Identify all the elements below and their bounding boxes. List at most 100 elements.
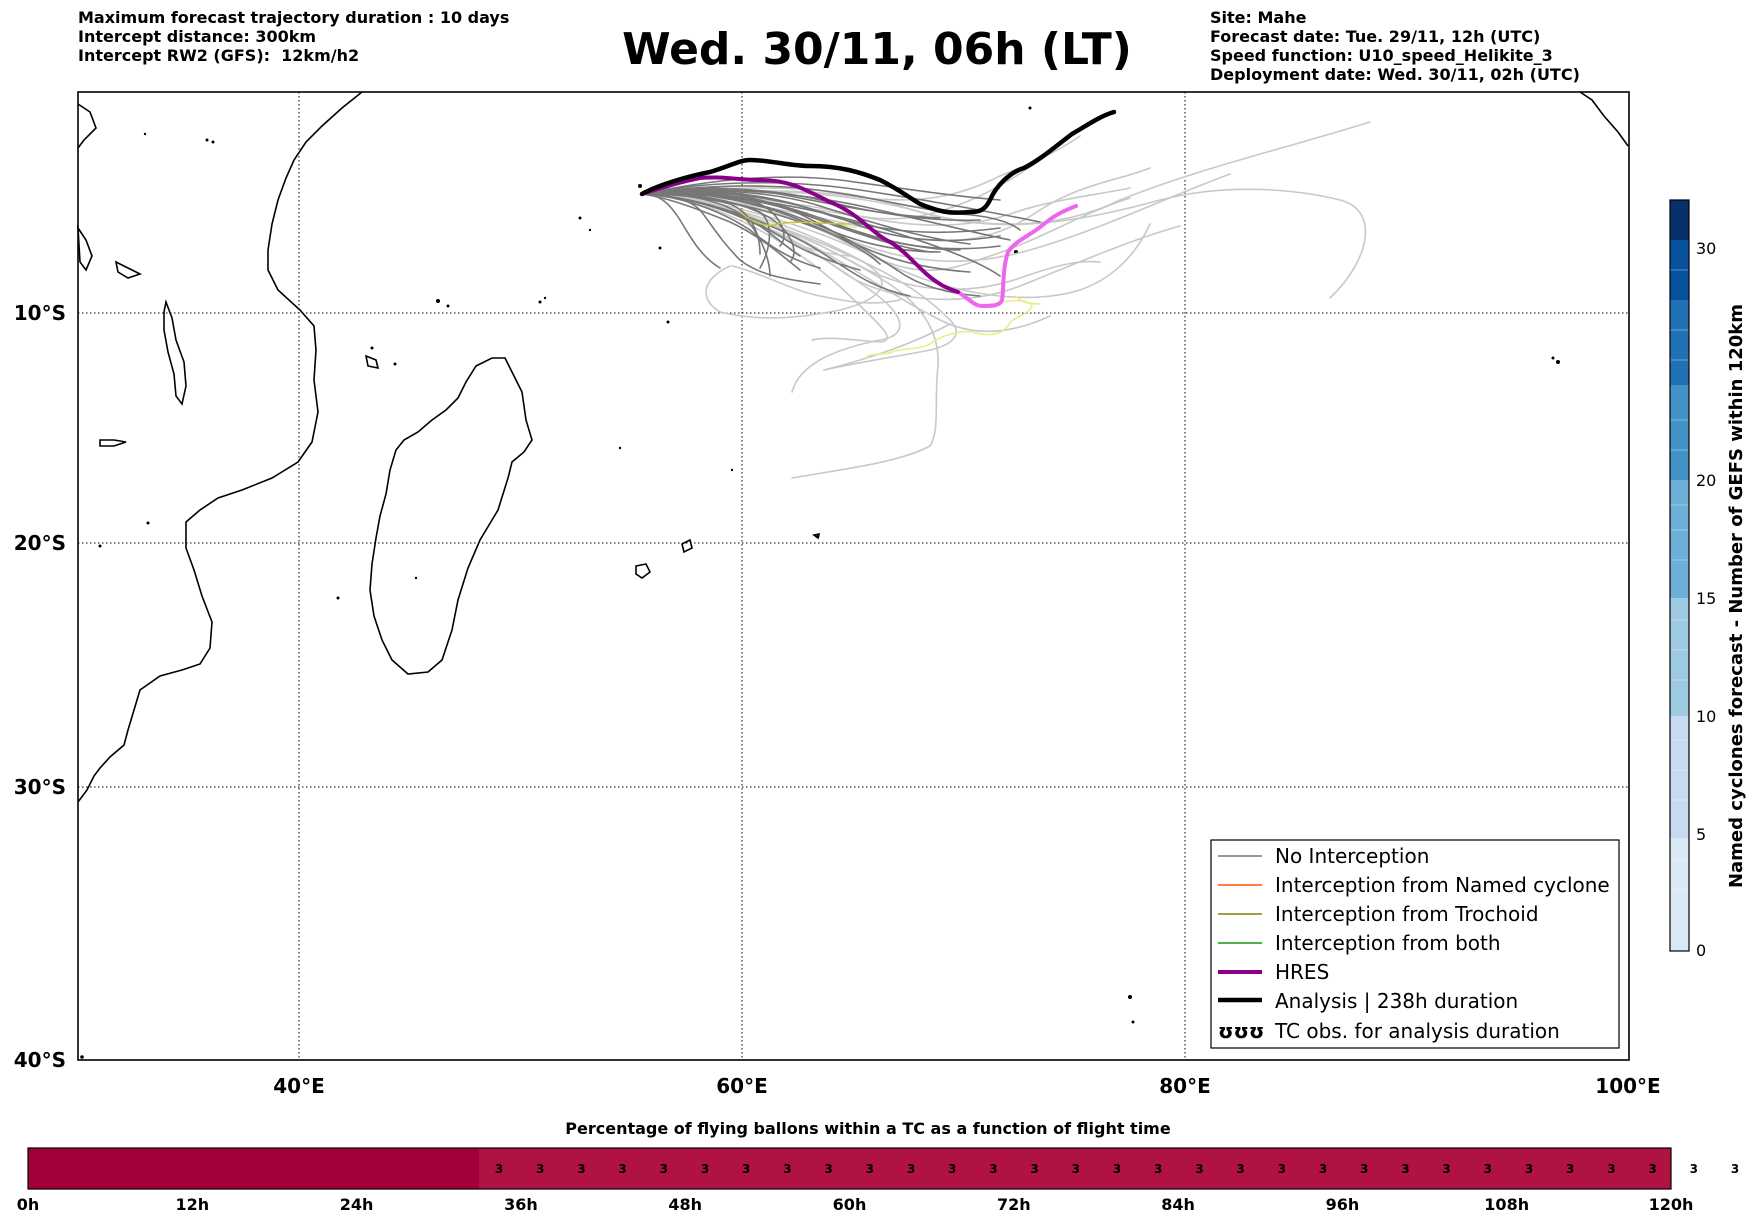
percentage-tick-labels: 0h 12h 24h 36h 48h 60h 72h 84h 96h 108h 120h — [17, 1195, 1694, 1214]
colorbar-tick-5: 5 — [1696, 825, 1706, 844]
trajectories — [639, 109, 1371, 479]
percentage-cell-value: 3 — [742, 1162, 750, 1176]
percentage-cell-value: 3 — [1236, 1162, 1244, 1176]
percentage-bar-empty — [28, 1148, 479, 1189]
percentage-cell-value: 3 — [783, 1162, 791, 1176]
percentage-tick-label: 24h — [340, 1195, 374, 1214]
percentage-cell-value: 3 — [618, 1162, 626, 1176]
percentage-tick-label: 0h — [17, 1195, 40, 1214]
percentage-tick-label: 60h — [833, 1195, 867, 1214]
legend-label-trochoid: Interception from Trochoid — [1275, 902, 1539, 926]
percentage-cell-value: 3 — [1442, 1162, 1450, 1176]
colorbar-tick-30: 30 — [1696, 239, 1716, 258]
percentage-tick-label: 48h — [668, 1195, 702, 1214]
percentage-cell-value: 3 — [866, 1162, 874, 1176]
legend-swatch-tc-obs: ʊʊʊ — [1218, 1019, 1264, 1043]
percentage-cell-value: 3 — [1731, 1162, 1739, 1176]
colorbar-seg-7 — [1670, 240, 1689, 300]
trochoid-interception-trajectory — [739, 211, 851, 226]
colorbar-label: Named cyclones forecast - Number of GEFS… — [1726, 304, 1747, 888]
map-panel: ʊʊʊ No Interception Interception from Na… — [77, 91, 1630, 1061]
hres-light-trajectory — [956, 204, 1078, 308]
arabian-coast — [1579, 91, 1629, 147]
lake-malawi — [99, 439, 127, 447]
percentage-tick-label: 12h — [175, 1195, 209, 1214]
percentage-cell-value: 3 — [1648, 1162, 1656, 1176]
percentage-cell-values: 333333333333333333333333333333333 — [495, 1162, 1739, 1176]
lake-turkana — [77, 225, 93, 272]
colorbar-seg-4 — [1670, 480, 1689, 598]
colorbar-seg-2 — [1670, 716, 1689, 838]
legend-label-named-cyclone: Interception from Named cyclone — [1275, 873, 1610, 897]
analysis-trajectory — [639, 109, 1117, 215]
colorbar-tick-0: 0 — [1696, 941, 1706, 960]
lon-label-40e: 40°E — [273, 1074, 325, 1098]
percentage-cell-value: 3 — [1525, 1162, 1533, 1176]
percentage-cell-value: 3 — [1566, 1162, 1574, 1176]
colorbar: 0 5 10 15 20 30 Named cyclones forecast … — [1669, 199, 1747, 960]
colorbar-seg-3 — [1670, 598, 1689, 716]
legend-label-tc-obs: TC obs. for analysis duration — [1274, 1019, 1560, 1043]
percentage-cell-value: 3 — [948, 1162, 956, 1176]
percentage-cell-value: 3 — [1030, 1162, 1038, 1176]
percentage-bar-frame — [27, 1147, 1672, 1190]
colorbar-tick-10: 10 — [1696, 707, 1716, 726]
percentage-tick-label: 36h — [504, 1195, 538, 1214]
legend-label-no-interception: No Interception — [1275, 844, 1429, 868]
lat-tick-labels: 10°S 20°S 30°S 40°S — [14, 301, 66, 1072]
percentage-tick-label: 72h — [997, 1195, 1031, 1214]
colorbar-dividers — [1670, 269, 1689, 921]
comoros-island — [364, 354, 380, 370]
percentage-cell-value: 3 — [1401, 1162, 1409, 1176]
percentage-cell-value: 3 — [495, 1162, 503, 1176]
percentage-tick-label: 120h — [1649, 1195, 1694, 1214]
small-islands — [80, 106, 1560, 1059]
legend-box — [1210, 839, 1620, 1049]
percentage-tick-label: 84h — [1161, 1195, 1195, 1214]
coastlines — [77, 91, 1629, 803]
percentage-cell-value: 3 — [701, 1162, 709, 1176]
percentage-cell-value: 3 — [1154, 1162, 1162, 1176]
map-frame — [77, 91, 1630, 1061]
colorbar-tick-15: 15 — [1696, 589, 1716, 608]
percentage-cell-value: 3 — [1072, 1162, 1080, 1176]
percentage-tick-label: 96h — [1326, 1195, 1360, 1214]
header-left-line-2: Intercept distance: 300km — [78, 27, 317, 46]
colorbar-tick-20: 20 — [1696, 471, 1716, 490]
lon-label-100e: 100°E — [1595, 1074, 1660, 1098]
percentage-cell-value: 3 — [1195, 1162, 1203, 1176]
header-right-line-4: Deployment date: Wed. 30/11, 02h (UTC) — [1210, 65, 1580, 84]
legend-label-analysis: Analysis | 238h duration — [1275, 989, 1518, 1013]
legend-label-both: Interception from both — [1275, 931, 1501, 955]
lat-label-30s: 30°S — [14, 775, 66, 799]
map-title: Wed. 30/11, 06h (LT) — [622, 24, 1132, 75]
header-right-line-1: Site: Mahe — [1210, 8, 1307, 27]
lon-label-80e: 80°E — [1159, 1074, 1211, 1098]
percentage-cell-value: 3 — [1360, 1162, 1368, 1176]
header-left-line-3: Intercept RW2 (GFS): 12km/h2 — [78, 46, 360, 65]
percentage-cell-value: 3 — [1690, 1162, 1698, 1176]
madagascar-coastline — [369, 357, 533, 675]
percentage-cell-value: 3 — [536, 1162, 544, 1176]
lat-label-20s: 20°S — [14, 531, 66, 555]
lon-tick-labels: 40°E 60°E 80°E 100°E — [273, 1074, 1660, 1098]
lake-victoria — [114, 260, 143, 279]
graticule — [78, 92, 1629, 1060]
lat-label-10s: 10°S — [14, 301, 66, 325]
percentage-bar-title: Percentage of flying ballons within a TC… — [565, 1119, 1171, 1138]
colorbar-seg-6 — [1670, 300, 1689, 385]
percentage-cell-value: 3 — [1278, 1162, 1286, 1176]
reunion-island — [635, 563, 652, 579]
lake-tanganyika — [163, 299, 187, 406]
lon-label-60e: 60°E — [716, 1074, 768, 1098]
legend: ʊʊʊ No Interception Interception from Na… — [1210, 839, 1620, 1049]
percentage-cell-value: 3 — [577, 1162, 585, 1176]
colorbar-frame — [1669, 199, 1690, 952]
legend-label-hres: HRES — [1275, 960, 1329, 984]
header-left-line-1: Maximum forecast trajectory duration : 1… — [78, 8, 510, 27]
percentage-bar: Percentage of flying ballons within a TC… — [17, 1119, 1739, 1214]
percentage-cell-value: 3 — [1484, 1162, 1492, 1176]
header-right-line-2: Forecast date: Tue. 29/11, 12h (UTC) — [1210, 27, 1541, 46]
percentage-cell-value: 3 — [1607, 1162, 1615, 1176]
header-right-line-3: Speed function: U10_speed_Helikite_3 — [1210, 46, 1553, 65]
